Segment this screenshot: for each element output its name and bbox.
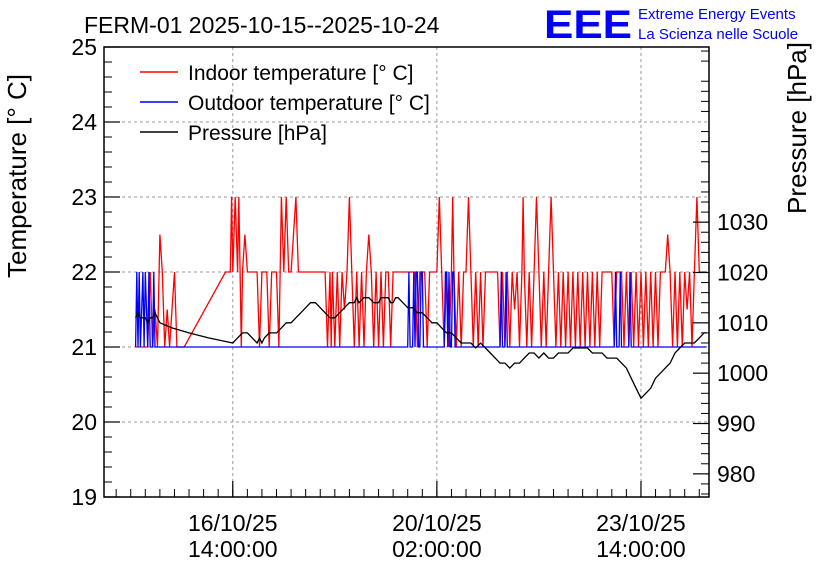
left-tick-label: 24 [71, 109, 97, 135]
right-tick-label: 1000 [717, 360, 768, 386]
pressure-line [135, 296, 707, 400]
left-tick-label: 22 [71, 259, 97, 285]
legend: Indoor temperature [° C] Outdoor tempera… [140, 62, 430, 145]
left-axis-title: Temperature [° C] [2, 74, 32, 278]
x-tick-label-date: 16/10/25 [188, 510, 278, 536]
left-tick-label: 19 [71, 484, 97, 510]
left-tick-label: 20 [71, 409, 97, 435]
x-tick-label-time: 14:00:00 [188, 536, 278, 562]
left-tick-label: 25 [71, 34, 97, 60]
right-tick-label: 1020 [717, 260, 768, 286]
x-tick-label-time: 14:00:00 [596, 536, 686, 562]
chart-title: FERM-01 2025-10-15--2025-10-24 [84, 12, 440, 38]
left-tick-label: 23 [71, 184, 97, 210]
right-tick-label: 980 [717, 461, 755, 487]
axis-ticks [104, 46, 709, 498]
right-tick-label: 1010 [717, 310, 768, 336]
legend-label-outdoor: Outdoor temperature [° C] [188, 92, 430, 115]
logo-text-line1: Extreme Energy Events [638, 6, 796, 23]
data-series [134, 196, 707, 400]
x-tick-label-date: 20/10/25 [392, 510, 482, 536]
x-tick-label-time: 02:00:00 [392, 536, 482, 562]
legend-label-pressure: Pressure [hPa] [188, 122, 327, 145]
outdoor-temperature-line [134, 271, 707, 348]
logo-text-line2: La Scienza nelle Scuole [638, 26, 798, 43]
legend-label-indoor: Indoor temperature [° C] [188, 62, 414, 85]
x-tick-label-date: 23/10/25 [596, 510, 686, 536]
indoor-temperature-line [135, 196, 707, 348]
tick-labels: 19 20 21 22 23 24 25 980 990 1000 1010 1020 1030 16/1… [71, 34, 768, 562]
right-tick-label: 990 [717, 411, 755, 437]
right-axis-title: Pressure [hPa] [782, 42, 812, 214]
eee-logo: EEE [544, 3, 632, 47]
left-tick-label: 21 [71, 334, 97, 360]
right-tick-label: 1030 [717, 209, 768, 235]
